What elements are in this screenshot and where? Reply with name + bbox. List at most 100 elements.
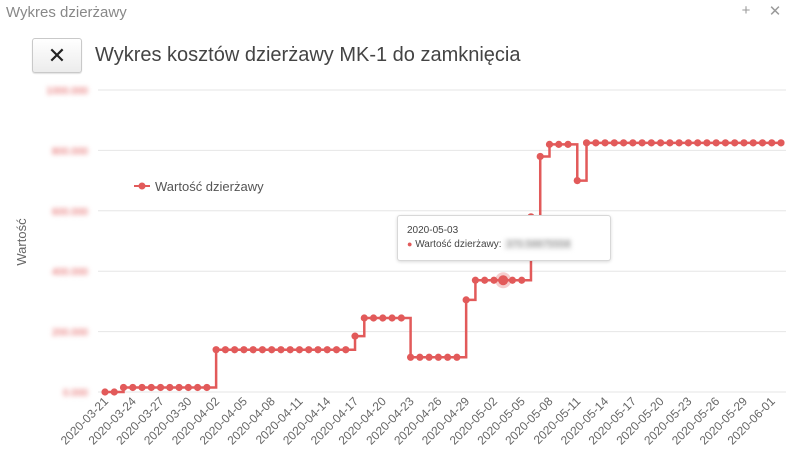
data-point [721,139,730,147]
data-point [749,139,757,147]
chart-grid [98,89,786,393]
tooltip-series-label: Wartość dzierżawy: [415,239,502,250]
data-point [768,139,776,147]
x-axis-ticks: 2020-03-212020-03-242020-03-272020-03-30… [58,394,778,448]
data-point [129,383,137,392]
data-point [101,388,109,396]
window-title: Wykres dzierżawy [6,4,127,21]
data-point [740,139,748,147]
data-point [536,152,544,161]
data-point [629,139,637,147]
data-point [268,346,276,354]
y-tick-label: 200.000 [52,328,89,339]
data-point [555,140,563,148]
data-point [258,346,267,354]
data-point [295,346,304,354]
data-point [573,177,581,185]
data-point [564,140,572,148]
data-point [657,139,665,147]
data-point [138,383,146,392]
data-point [231,346,239,354]
chart-legend[interactable]: Wartość dzierżawy [134,179,264,194]
page-title: Wykres kosztów dzierżawy MK-1 do zamknię… [95,44,521,66]
data-point [323,346,331,354]
data-point [351,332,359,340]
close-chart-button[interactable]: ✕ [32,38,82,73]
data-point [471,276,480,284]
data-point [508,276,517,284]
data-point [175,383,183,392]
data-point [481,276,489,284]
data-point [194,383,202,392]
data-point [444,353,452,361]
data-point [684,139,692,147]
data-point [314,346,322,354]
data-point [638,139,646,147]
data-point [332,346,341,354]
chart-tooltip: 2020-05-03 ● Wartość dzierżawy: 370.5887… [397,215,611,261]
data-point [462,296,470,304]
data-point [305,346,313,354]
close-x-icon: ✕ [47,42,67,68]
data-point [731,139,739,147]
y-tick-label: 400.000 [52,267,89,278]
data-point [601,139,609,147]
data-point [592,139,600,147]
data-point [166,383,174,392]
data-point [545,140,554,148]
data-point [434,353,442,361]
data-point [342,346,350,354]
y-tick-label: 800.000 [52,146,89,157]
data-point [453,353,461,361]
tooltip-series-dot-icon: ● [407,239,413,249]
data-point [184,383,192,392]
y-axis-label: Wartość [14,218,29,266]
data-point [518,276,526,284]
data-point [490,276,498,284]
legend-marker-icon [138,182,146,190]
data-point [388,314,396,322]
data-point [147,383,155,392]
data-point [582,139,591,147]
data-point [240,346,248,354]
data-point [277,346,285,354]
data-point [675,139,683,147]
data-point [416,353,424,361]
data-point [619,139,628,147]
hover-point [498,275,509,286]
data-point [712,139,720,147]
y-tick-label: 0.000 [63,388,88,399]
data-point [249,346,257,354]
tooltip-value: 370.58875558 [504,239,573,250]
data-point [221,346,229,354]
data-point [212,346,220,354]
data-point [360,314,368,322]
data-point [758,139,767,147]
data-point [119,383,128,392]
y-tick-label: 1000.000 [46,86,88,97]
y-axis-ticks: 0.000 200.000 400.000 600.000 800.000 1000.00… [46,86,88,399]
data-point [286,346,294,354]
data-point [406,353,415,361]
data-point [397,314,405,322]
data-point [110,388,118,396]
data-point [203,383,211,392]
plus-icon[interactable]: + [741,2,751,19]
legend-label: Wartość dzierżawy [155,179,264,194]
data-point [647,139,655,147]
data-point [156,383,165,392]
data-point [666,139,674,147]
data-point [610,139,618,147]
series-wartosc-dzierzawy [101,139,785,396]
close-icon[interactable]: ✕ [768,3,782,20]
window-titlebar: Wykres dzierżawy + ✕ [0,0,789,26]
data-point [777,139,785,147]
data-point [425,353,433,361]
data-point [694,139,702,147]
tooltip-date: 2020-05-03 [407,225,459,236]
data-point [369,314,378,322]
y-tick-label: 600.000 [52,207,89,218]
data-point [379,314,387,322]
data-point [703,139,711,147]
